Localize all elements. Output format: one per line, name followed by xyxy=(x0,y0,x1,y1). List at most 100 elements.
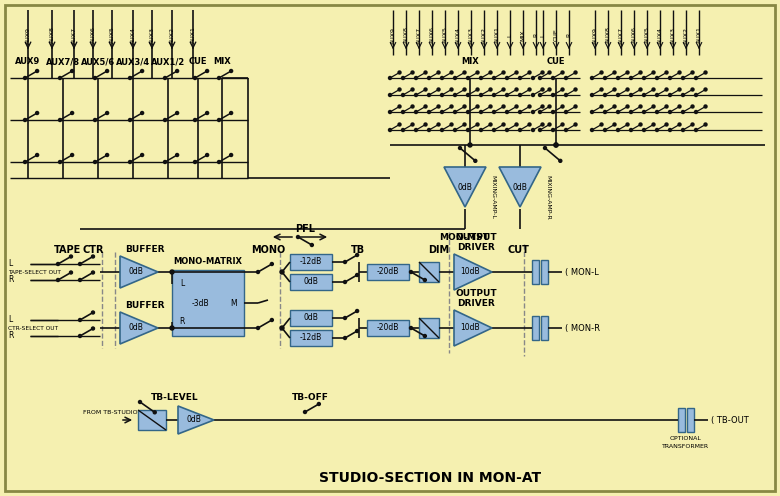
Text: CTR: CTR xyxy=(82,245,104,255)
Circle shape xyxy=(561,88,564,91)
Text: TRANSFORMER: TRANSFORMER xyxy=(662,443,710,448)
Circle shape xyxy=(69,255,73,258)
Circle shape xyxy=(694,76,697,79)
Circle shape xyxy=(398,105,401,108)
Circle shape xyxy=(515,123,518,126)
Circle shape xyxy=(528,88,531,91)
Circle shape xyxy=(170,270,174,274)
Circle shape xyxy=(170,326,174,330)
Text: AUX4: AUX4 xyxy=(658,26,662,44)
Text: STUDIO-SECTION IN MON-AT: STUDIO-SECTION IN MON-AT xyxy=(319,471,541,485)
Circle shape xyxy=(414,128,417,131)
Circle shape xyxy=(548,105,551,108)
Text: R: R xyxy=(566,33,572,37)
Circle shape xyxy=(538,76,541,79)
Circle shape xyxy=(343,336,346,339)
Circle shape xyxy=(665,123,668,126)
Text: -20dB: -20dB xyxy=(377,323,399,332)
Circle shape xyxy=(574,105,577,108)
Circle shape xyxy=(424,123,427,126)
Polygon shape xyxy=(454,310,492,346)
Text: R: R xyxy=(8,331,13,340)
Circle shape xyxy=(441,94,444,97)
Circle shape xyxy=(600,88,603,91)
Circle shape xyxy=(453,128,456,131)
Circle shape xyxy=(388,76,392,79)
Circle shape xyxy=(296,236,300,239)
Text: AUX8: AUX8 xyxy=(605,27,611,44)
Circle shape xyxy=(691,71,694,74)
Text: L: L xyxy=(541,33,545,37)
Text: TB-OFF: TB-OFF xyxy=(292,393,328,402)
Circle shape xyxy=(476,105,479,108)
Circle shape xyxy=(450,88,453,91)
Circle shape xyxy=(402,128,405,131)
Text: AUX7: AUX7 xyxy=(72,26,76,44)
Circle shape xyxy=(398,71,401,74)
Circle shape xyxy=(140,69,144,72)
Circle shape xyxy=(140,153,144,157)
Circle shape xyxy=(655,76,658,79)
Circle shape xyxy=(414,111,417,114)
Circle shape xyxy=(604,94,607,97)
Circle shape xyxy=(388,94,392,97)
Text: -3dB: -3dB xyxy=(191,299,209,308)
Circle shape xyxy=(71,112,73,115)
Circle shape xyxy=(398,123,401,126)
Text: MIXING-AMP-L: MIXING-AMP-L xyxy=(491,175,495,219)
Circle shape xyxy=(678,71,681,74)
Circle shape xyxy=(206,112,208,115)
Text: TAPE: TAPE xyxy=(55,245,82,255)
Circle shape xyxy=(604,76,607,79)
Text: AUX2: AUX2 xyxy=(481,26,487,44)
Text: AUX7: AUX7 xyxy=(619,26,623,44)
Text: DRIVER: DRIVER xyxy=(457,243,495,251)
Circle shape xyxy=(528,105,531,108)
Circle shape xyxy=(492,111,495,114)
Circle shape xyxy=(600,105,603,108)
Text: DIM: DIM xyxy=(428,245,449,255)
Polygon shape xyxy=(120,256,158,288)
Text: 0dB: 0dB xyxy=(186,416,201,425)
Circle shape xyxy=(492,94,495,97)
Circle shape xyxy=(691,123,694,126)
Circle shape xyxy=(565,94,568,97)
Circle shape xyxy=(356,273,359,276)
Circle shape xyxy=(665,88,668,91)
Circle shape xyxy=(652,123,655,126)
Circle shape xyxy=(551,76,555,79)
Text: AUX4: AUX4 xyxy=(130,26,136,44)
Text: CTR-SELECT OUT: CTR-SELECT OUT xyxy=(8,325,58,330)
Text: AUX1: AUX1 xyxy=(190,27,196,44)
Text: AUX9: AUX9 xyxy=(26,26,30,44)
Text: CUE: CUE xyxy=(189,58,207,66)
Circle shape xyxy=(164,119,166,122)
Circle shape xyxy=(548,123,551,126)
Text: 10dB: 10dB xyxy=(460,267,480,276)
Circle shape xyxy=(441,128,444,131)
Circle shape xyxy=(704,71,707,74)
Circle shape xyxy=(678,105,681,108)
Circle shape xyxy=(665,71,668,74)
Circle shape xyxy=(704,123,707,126)
Circle shape xyxy=(424,105,427,108)
Circle shape xyxy=(441,111,444,114)
Circle shape xyxy=(411,123,414,126)
Circle shape xyxy=(678,88,681,91)
Text: 0dB: 0dB xyxy=(303,277,318,287)
Circle shape xyxy=(544,146,547,149)
Circle shape xyxy=(58,119,62,122)
Circle shape xyxy=(71,153,73,157)
Circle shape xyxy=(682,128,685,131)
Circle shape xyxy=(574,123,577,126)
Circle shape xyxy=(424,334,427,337)
Circle shape xyxy=(56,262,59,265)
Circle shape xyxy=(643,76,646,79)
Circle shape xyxy=(450,123,453,126)
Circle shape xyxy=(463,88,466,91)
Circle shape xyxy=(468,143,472,147)
Circle shape xyxy=(574,71,577,74)
Circle shape xyxy=(193,119,197,122)
Circle shape xyxy=(453,76,456,79)
Circle shape xyxy=(538,94,541,97)
